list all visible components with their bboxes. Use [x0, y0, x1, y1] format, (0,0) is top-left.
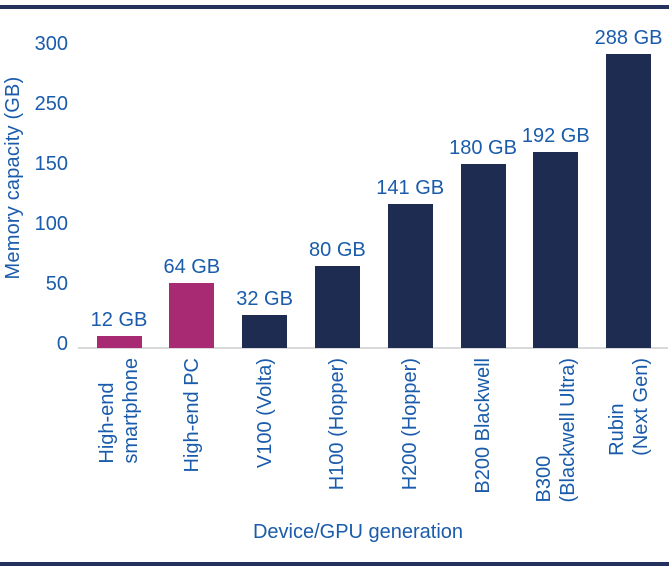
y-tick-label-100: 100	[34, 213, 68, 235]
bar-v100-volta	[242, 315, 288, 348]
x-tick-label-v100-volta: V100 (Volta)	[253, 358, 276, 469]
bar-value-label-b200-blackwell: 180 GB	[449, 137, 517, 159]
y-tick-label-50: 50	[45, 273, 68, 295]
bottom-rule	[0, 562, 669, 566]
bar-value-label-h200-hopper: 141 GB	[376, 177, 445, 199]
bar-b300-blackwell-ultra	[533, 152, 579, 348]
bar-value-label-rubin-next-gen: 288 GB	[594, 27, 663, 49]
x-tick-label-b200-blackwell: B200 Blackwell	[472, 358, 494, 494]
bar-value-label-v100-volta: 32 GB	[236, 288, 293, 310]
top-rule	[0, 5, 669, 9]
bar-rubin-next-gen	[606, 54, 652, 348]
y-tick-label-150: 150	[34, 153, 68, 175]
bar-value-label-high-end-pc: 64 GB	[163, 256, 221, 278]
y-tick-label-300: 300	[34, 33, 68, 55]
bar-h100-hopper	[314, 266, 360, 348]
x-axis-baseline	[78, 347, 668, 349]
x-tick-label-h200-hopper: H200 (Hopper)	[399, 358, 422, 491]
bar-value-label-h100-hopper: 80 GB	[309, 239, 366, 261]
x-tick-label-high-end-smartphone: High-end smartphone	[96, 358, 142, 464]
y-tick-label-250: 250	[34, 93, 68, 115]
x-axis-title: Device/GPU generation	[252, 521, 464, 543]
y-tick-label-0: 0	[56, 333, 68, 355]
bar-value-label-b300-blackwell-ultra: 192 GB	[521, 125, 590, 147]
bar-high-end-smartphone	[96, 336, 142, 348]
bar-h200-hopper	[387, 204, 433, 348]
x-tick-label-high-end-pc: High-end PC	[180, 358, 203, 473]
bar-high-end-pc	[169, 283, 215, 348]
bar-value-label-high-end-smartphone: 12 GB	[90, 309, 148, 331]
x-tick-label-rubin-next-gen: Rubin (Next Gen)	[605, 358, 652, 456]
x-tick-label-h100-hopper: H100 (Hopper)	[326, 358, 349, 491]
bar-b200-blackwell	[460, 164, 506, 348]
x-tick-label-b300-blackwell-ultra: B300 (Blackwell Ultra)	[532, 358, 579, 503]
